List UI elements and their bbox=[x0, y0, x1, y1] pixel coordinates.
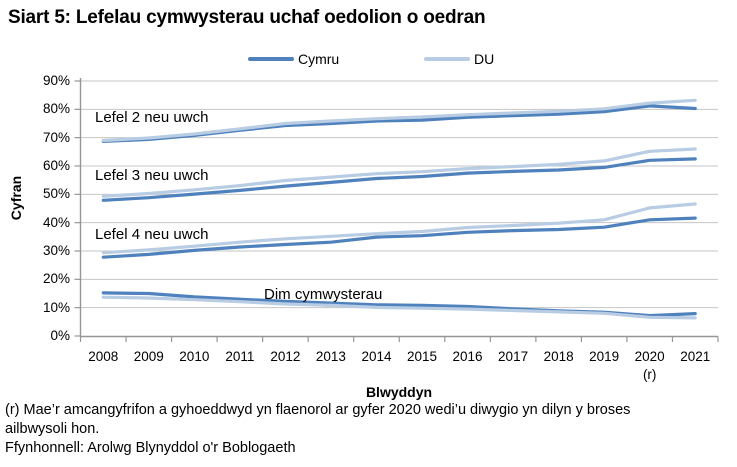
x-tick-label: 2010 bbox=[179, 349, 210, 364]
du-line-swatch bbox=[424, 57, 470, 61]
legend-label-du: DU bbox=[474, 51, 495, 67]
line-cymru-lefel-3-neu-uwch bbox=[101, 157, 697, 202]
line-group-annotation: Lefel 4 neu uwch bbox=[95, 226, 209, 243]
y-tick-label: 60% bbox=[42, 158, 70, 173]
y-tick-label: 0% bbox=[50, 328, 70, 343]
x-tick-label: 2012 bbox=[270, 349, 301, 364]
line-du-lefel-4-neu-uwch bbox=[101, 202, 697, 255]
y-tick-label: 20% bbox=[42, 271, 70, 287]
line-du-lefel-3-neu-uwch bbox=[101, 147, 697, 198]
x-tick-label: 2021 bbox=[680, 349, 711, 364]
x-tick-label: 2011 bbox=[225, 349, 255, 364]
x-tick-label: 2017 bbox=[498, 349, 529, 364]
x-tick-label: 2015 bbox=[406, 349, 438, 364]
footnote-revision-line2: ailbwysoli hon. bbox=[5, 421, 100, 437]
footnote-revision-line1: (r) Mae’r amcangyfrifon a gyhoeddwyd yn … bbox=[5, 402, 631, 418]
x-tick-label: 2019 bbox=[589, 349, 620, 364]
x-axis-title: Blwyddyn bbox=[365, 384, 433, 400]
x-tick-label: 2014 bbox=[361, 349, 392, 364]
cymru-line-swatch bbox=[248, 57, 294, 61]
y-tick-label: 40% bbox=[42, 214, 70, 230]
chart-title: Siart 5: Lefelau cymwysterau uchaf oedol… bbox=[8, 7, 486, 28]
x-tick-revision-note: (r) bbox=[642, 367, 657, 382]
line-du-lefel-2-neu-uwch bbox=[101, 98, 697, 143]
line-group-annotation: Lefel 2 neu uwch bbox=[95, 109, 209, 126]
x-tick-label: 2020 bbox=[634, 349, 665, 364]
legend-item-cymru: Cymru bbox=[248, 49, 339, 69]
footnote-source: Ffynhonnell: Arolwg Blynyddol o'r Boblog… bbox=[5, 440, 296, 456]
line-group-annotation: Lefel 3 neu uwch bbox=[95, 167, 209, 184]
x-tick-label: 2018 bbox=[543, 349, 574, 364]
y-tick-label: 70% bbox=[42, 129, 70, 145]
y-axis-title: Cyfran bbox=[8, 175, 24, 221]
line-group-annotation: Dim cymwysterau bbox=[264, 286, 383, 303]
legend-label-cymru: Cymru bbox=[298, 51, 340, 67]
x-tick-label: 2009 bbox=[133, 349, 164, 364]
line-du-dim-cymwysterau bbox=[101, 295, 697, 320]
legend: Cymru DU bbox=[0, 49, 737, 69]
line-cymru-lefel-4-neu-uwch bbox=[101, 216, 697, 259]
x-tick-label: 2008 bbox=[88, 349, 119, 364]
x-tick-label: 2016 bbox=[452, 349, 483, 364]
y-tick-label: 50% bbox=[42, 186, 70, 202]
y-tick-label: 30% bbox=[42, 243, 70, 258]
y-tick-label: 90% bbox=[42, 73, 70, 88]
footnotes: (r) Mae’r amcangyfrifon a gyhoeddwyd yn … bbox=[5, 401, 630, 458]
y-tick-label: 80% bbox=[42, 101, 70, 117]
y-tick-label: 10% bbox=[42, 299, 70, 315]
x-tick-label: 2013 bbox=[315, 349, 346, 364]
legend-item-du: DU bbox=[424, 49, 494, 69]
